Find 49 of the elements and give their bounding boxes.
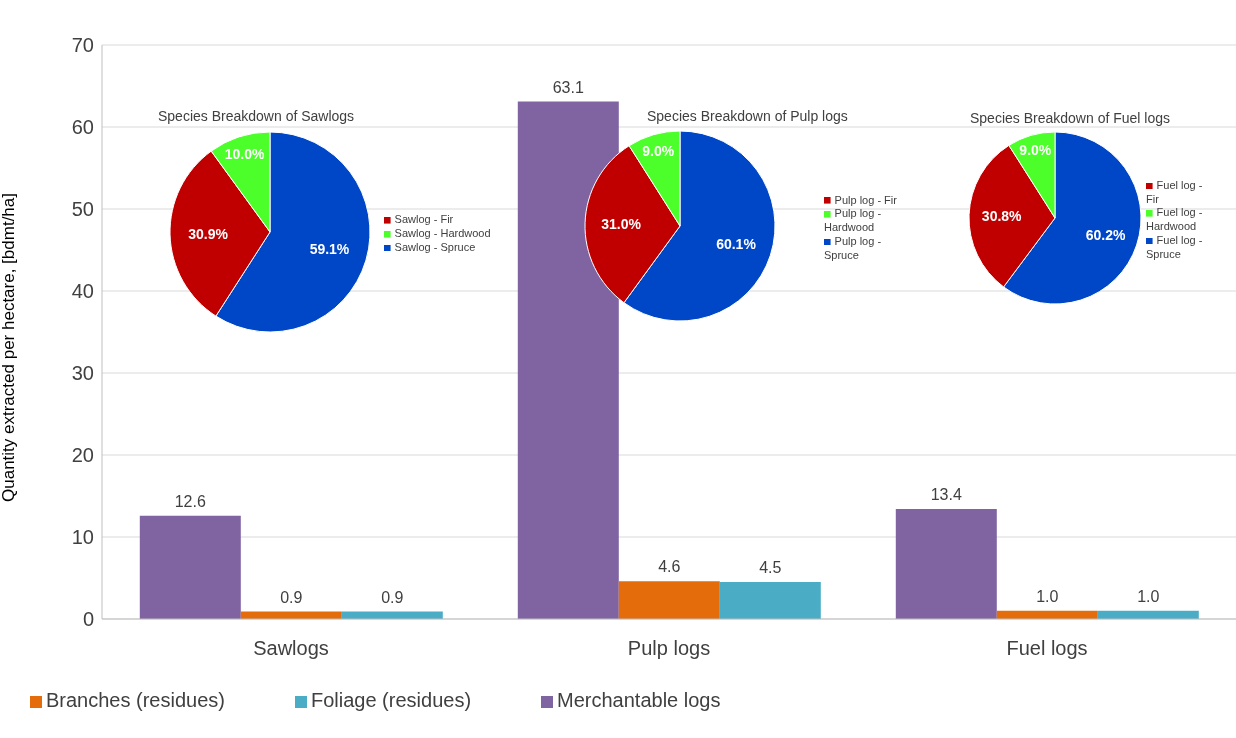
- data-label: 30.8%: [981, 207, 1023, 224]
- x-tick-label: Sawlogs: [253, 637, 329, 660]
- data-label: 9.0%: [642, 143, 675, 160]
- data-label: 12.6: [174, 492, 206, 510]
- y-tick-label: 40: [71, 280, 94, 303]
- y-tick-label: 70: [71, 34, 94, 57]
- data-label: 0.9: [280, 588, 303, 606]
- y-tick-label: 10: [71, 526, 94, 549]
- legend-label: Foliage (residues): [310, 689, 472, 711]
- data-label: 63.1: [552, 78, 584, 96]
- data-label: 13.4: [930, 486, 962, 504]
- x-tick-label: Fuel logs: [1006, 637, 1088, 660]
- legend-label: Fuel log - Spruce: [1146, 233, 1203, 260]
- data-label: 30.9%: [188, 225, 229, 242]
- bar: [618, 581, 720, 619]
- data-label: 59.1%: [309, 241, 350, 258]
- data-label: 4.5: [759, 559, 782, 577]
- legend-label: Pulp log - Spruce: [824, 234, 882, 261]
- legend-label: Pulp log - Fir: [834, 193, 897, 206]
- data-label: 1.0: [1036, 587, 1059, 605]
- data-label: 4.6: [658, 558, 681, 576]
- y-tick-label: 0: [82, 608, 94, 631]
- data-label: 60.2%: [1085, 226, 1126, 243]
- data-label: 10.0%: [224, 146, 266, 163]
- legend-label: Pulp log - Hardwood: [824, 207, 882, 234]
- legend-label: Sawlog - Spruce: [394, 240, 476, 253]
- data-label: 60.1%: [716, 236, 757, 253]
- data-label: 1.0: [1137, 587, 1160, 605]
- chart-title: Species Breakdown of Pulp logs: [646, 107, 849, 126]
- data-label: 31.0%: [601, 216, 642, 233]
- legend-label: Sawlog - Fir: [394, 213, 454, 226]
- legend-label: Branches (residues): [46, 689, 225, 711]
- legend-label: Fuel log - Fir: [1146, 178, 1203, 205]
- chart-title: Species Breakdown of Sawlogs: [157, 107, 356, 126]
- y-tick-label: 30: [71, 362, 94, 385]
- legend-label: Merchantable logs: [557, 689, 721, 711]
- y-axis-title: Quantity extracted per hectare, [bdmt/ha]: [0, 193, 19, 502]
- legend-label: Sawlog - Hardwood: [394, 227, 491, 240]
- bar: [895, 509, 997, 619]
- y-tick-label: 50: [71, 198, 94, 221]
- data-label: 0.9: [381, 588, 404, 606]
- y-tick-label: 20: [71, 444, 94, 467]
- chart-title: Species Breakdown of Fuel logs: [969, 109, 1171, 128]
- data-label: 9.0%: [1019, 142, 1052, 159]
- bar: [719, 582, 821, 619]
- x-tick-label: Pulp logs: [627, 637, 711, 660]
- legend-label: Fuel log - Hardwood: [1146, 206, 1203, 232]
- y-tick-label: 60: [71, 116, 94, 139]
- bar: [139, 515, 241, 619]
